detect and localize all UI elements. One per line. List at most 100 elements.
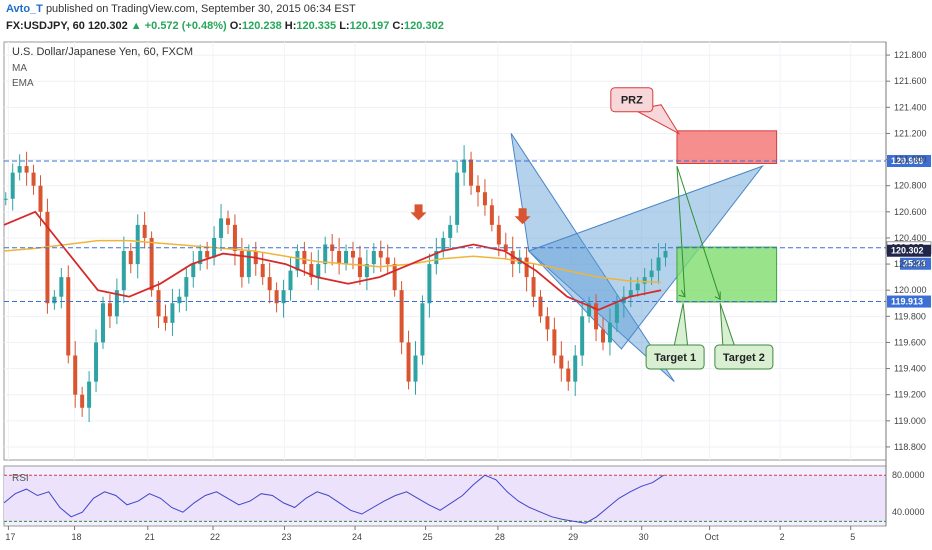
callouts: PRZ Target 1 Target 2 — [610, 87, 774, 370]
candle-body — [559, 355, 564, 369]
countdown-label: 25:23 — [903, 259, 926, 269]
candle-body — [475, 185, 480, 193]
candle-body — [573, 355, 578, 382]
y-tick-label: 119.600 — [894, 337, 926, 347]
candle-body — [260, 264, 265, 278]
candle-body — [434, 251, 439, 265]
candle-body — [337, 251, 342, 265]
candle-body — [267, 277, 272, 291]
candle-body — [448, 224, 453, 238]
candle-body — [371, 251, 376, 265]
prz-callout-label: PRZ — [621, 95, 643, 107]
x-tick-label: 28 — [495, 532, 505, 542]
candle-body — [10, 172, 15, 199]
price-change: +0.572 (+0.48%) — [144, 20, 227, 32]
candle-body — [281, 290, 286, 304]
candle-body — [107, 303, 112, 317]
y-tick-label: 119.200 — [894, 390, 926, 400]
candle-body — [594, 303, 599, 330]
low-value: 120.197 — [349, 20, 390, 32]
ma-line — [3, 210, 662, 311]
price-tag-label: 120.989 — [891, 156, 924, 166]
candle-body — [441, 237, 446, 251]
quote-line: FX:USDJPY, 60 120.302 ▲ +0.572 (+0.48%) … — [6, 20, 444, 32]
publisher-line: Avto_T published on TradingView.com, Sep… — [6, 3, 356, 15]
candle-body — [663, 251, 668, 258]
candle-body — [94, 342, 99, 382]
candle-body — [538, 296, 543, 317]
candle-body — [385, 257, 390, 265]
y-tick-label: 118.800 — [894, 442, 926, 452]
open-value: 120.238 — [241, 20, 282, 32]
instrument-label: U.S. Dollar/Japanese Yen, 60, FXCM — [12, 46, 193, 58]
candle-body — [628, 290, 633, 297]
candle-body — [656, 257, 661, 271]
y-tick-label: 120.800 — [894, 181, 927, 191]
candle-body — [59, 277, 64, 297]
target1-arrowhead — [678, 289, 686, 298]
candle-body — [198, 251, 203, 265]
x-tick-label: 24 — [352, 532, 362, 542]
author-link[interactable]: Avto_T — [6, 3, 43, 15]
y-tick-label: 119.400 — [894, 364, 926, 374]
candle-body — [600, 329, 605, 343]
target1-callout-box — [645, 344, 705, 370]
target-zones — [676, 130, 778, 303]
candle-body — [295, 251, 300, 271]
x-tick-label: 25 — [423, 532, 433, 542]
prz-zone — [676, 130, 778, 164]
candle-body — [17, 166, 22, 173]
price-tag-label: 120.302 — [891, 246, 924, 256]
x-tick-label: 18 — [72, 532, 82, 542]
rsi-legend: RSI — [12, 473, 29, 484]
candle-body — [545, 316, 550, 330]
candle-body — [246, 251, 251, 278]
candle-body — [413, 355, 418, 382]
x-tick-label: 21 — [145, 532, 155, 542]
candle-body — [3, 198, 8, 200]
price-tag-box — [887, 244, 931, 257]
candle-body — [170, 303, 175, 323]
y-tick-label: 121.600 — [894, 76, 927, 86]
symbol-label: FX:USDJPY, 60 — [6, 20, 85, 32]
candle-body — [357, 257, 362, 278]
candle-body — [378, 251, 383, 258]
candle-body — [114, 290, 119, 317]
candle-body — [73, 355, 78, 395]
target1-label: Target 1 — [654, 352, 696, 364]
candle-body — [163, 316, 168, 323]
target2-arrow — [676, 165, 721, 300]
x-tick-label: Oct — [705, 532, 720, 542]
candle-body — [427, 264, 432, 304]
candle-body — [635, 283, 640, 291]
candle-body — [121, 251, 126, 291]
candle-body — [31, 172, 36, 186]
rsi-pane — [3, 465, 887, 527]
candle-body — [649, 270, 654, 278]
signal-arrows — [410, 204, 531, 225]
candle-body — [399, 290, 404, 343]
candle-body — [232, 224, 237, 251]
x-tick-label: 17 — [5, 532, 15, 542]
down-arrow-icon — [514, 208, 531, 225]
target2-callout-box — [714, 344, 774, 370]
published-text: published on TradingView.com, September … — [45, 3, 356, 15]
candle-body — [642, 277, 647, 284]
ma-legend: MA — [12, 63, 27, 74]
candle-body — [323, 244, 328, 265]
candle-body — [316, 264, 321, 278]
candle-body — [364, 264, 369, 278]
candle-body — [614, 303, 619, 323]
candle-body — [38, 185, 43, 212]
candle-body — [177, 296, 182, 304]
y-tick-label: 120.400 — [894, 233, 927, 243]
candle-body — [45, 211, 50, 304]
x-tick-label: 5 — [850, 532, 855, 542]
candle-body — [52, 296, 57, 304]
candle-body — [531, 277, 536, 297]
target2-arrowhead — [714, 291, 721, 301]
candle-body — [392, 264, 397, 291]
candle-body — [309, 264, 314, 278]
y-tick-label: 119.000 — [894, 416, 926, 426]
